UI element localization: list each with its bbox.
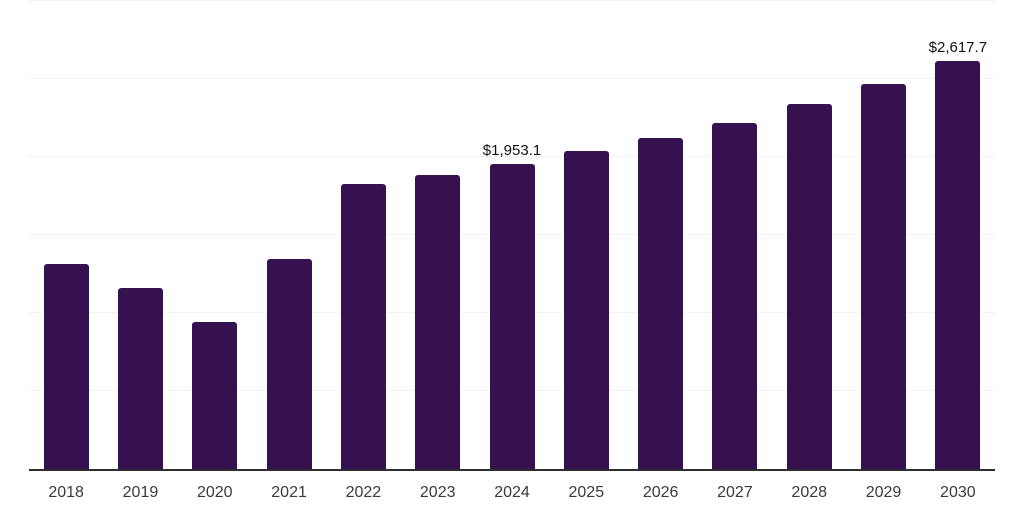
- x-axis-tick-label-2026: 2026: [642, 484, 679, 501]
- bar-2023[interactable]: [415, 174, 461, 469]
- bar-2022[interactable]: [340, 184, 386, 469]
- x-axis-tick-label-2019: 2019: [122, 484, 159, 501]
- bar-2030[interactable]: [935, 60, 981, 469]
- x-axis-tick-label-2020: 2020: [196, 484, 233, 501]
- x-axis-tick-label-2028: 2028: [791, 484, 828, 501]
- bar-2021[interactable]: [266, 259, 312, 469]
- bar-2026[interactable]: [638, 138, 684, 469]
- bar-2018[interactable]: [43, 263, 89, 469]
- bar-value-label-2030: $2,617.7: [928, 38, 988, 56]
- bar-2027[interactable]: [712, 122, 758, 469]
- x-axis-tick-label-2029: 2029: [865, 484, 902, 501]
- bar-2024[interactable]: [489, 164, 535, 469]
- bar-2028[interactable]: [786, 103, 832, 469]
- x-axis-tick-label-2025: 2025: [568, 484, 605, 501]
- bar-2020[interactable]: [192, 322, 238, 469]
- x-axis-tick-label-2018: 2018: [48, 484, 84, 501]
- x-axis-tick-label-2023: 2023: [419, 484, 456, 501]
- bar-2025[interactable]: [563, 150, 609, 469]
- bar-value-label-2024: $1,953.1: [482, 142, 542, 160]
- bar-2019[interactable]: [117, 288, 163, 469]
- gridline: [29, 156, 995, 157]
- gridline: [29, 0, 995, 1]
- x-axis-tick-label-2021: 2021: [271, 484, 307, 501]
- gridline: [29, 78, 995, 79]
- x-axis-tick-label-2027: 2027: [717, 484, 753, 501]
- plot-area: $1,953.1 $2,617.7: [29, 0, 995, 471]
- x-axis-line: [29, 469, 995, 471]
- x-axis-tick-label-2030: 2030: [940, 484, 976, 501]
- bar-2029[interactable]: [861, 83, 907, 469]
- x-axis-tick-label-2024: 2024: [494, 484, 530, 501]
- x-axis-tick-label-2022: 2022: [345, 484, 382, 501]
